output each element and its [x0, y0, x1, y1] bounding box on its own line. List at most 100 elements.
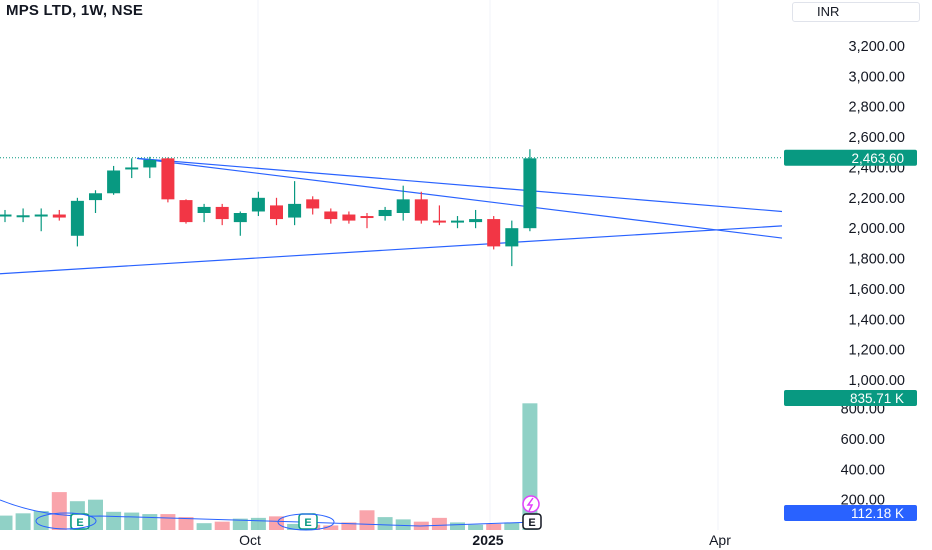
candle-body — [505, 228, 519, 247]
candle-body — [161, 158, 175, 200]
candle-body — [342, 214, 356, 221]
volume-bar — [0, 515, 13, 530]
axis-badges: 2,463.60 835.71 K 112.18 K — [784, 149, 917, 521]
volume-bar — [341, 522, 357, 530]
volume-tick-label: 200.00 — [841, 493, 885, 509]
price-axis[interactable]: 3,200.003,000.002,800.002,600.002,400.00… — [849, 39, 905, 389]
candle-body — [378, 209, 392, 217]
price-tick-label: 1,800.00 — [849, 252, 905, 268]
volume-bar — [142, 514, 158, 530]
volume-bar — [287, 523, 303, 530]
candle-body — [414, 199, 428, 221]
price-tick-label: 3,200.00 — [849, 39, 905, 55]
last-price-badge-bg — [784, 149, 917, 166]
volume-bar — [450, 522, 465, 530]
candle-body — [523, 158, 537, 229]
marker-highlight-oval — [35, 512, 97, 530]
candle-body — [469, 219, 483, 223]
price-tick-label: 2,200.00 — [849, 191, 905, 207]
volume-bar — [323, 525, 339, 530]
price-tick-label: 2,800.00 — [849, 100, 905, 116]
volume-bar — [232, 518, 248, 530]
volume-bar — [250, 517, 266, 530]
candle-body — [52, 214, 66, 218]
time-tick-label: 2025 — [472, 532, 503, 548]
volume-bar — [486, 523, 502, 530]
volume-bar — [15, 513, 31, 530]
volume-bar — [196, 523, 212, 530]
last-price-badge: 2,463.60 — [851, 151, 904, 166]
candle-body — [16, 215, 30, 218]
price-tick-label: 1,400.00 — [849, 312, 905, 328]
volume-bar — [359, 510, 375, 530]
candle-body — [251, 197, 265, 212]
time-axis[interactable]: Oct 2025 Apr — [239, 532, 731, 548]
split-icon-circle — [522, 495, 540, 513]
candle-body — [324, 211, 338, 220]
volume-bar — [431, 517, 447, 530]
trend-line — [136, 157, 783, 213]
earnings-marker-label: E — [304, 517, 311, 529]
time-tick-label: Apr — [709, 532, 731, 548]
grid-lines — [257, 0, 719, 530]
candlesticks — [0, 149, 537, 267]
trend-lines[interactable] — [0, 157, 783, 275]
volume-ma-badge-bg — [784, 505, 917, 521]
volume-bar — [269, 516, 284, 530]
candle-body — [197, 206, 211, 213]
candle-body — [451, 220, 464, 223]
volume-tick-label: 400.00 — [841, 462, 885, 478]
trend-line — [136, 157, 783, 239]
split-icon-bolt — [526, 497, 534, 512]
marker-highlight-oval — [277, 513, 335, 531]
candle-body — [0, 214, 12, 217]
candle-body — [432, 220, 446, 223]
volume-bar — [51, 492, 67, 530]
earnings-marker[interactable]: E — [522, 513, 542, 530]
last-volume-badge: 835.71 K — [850, 391, 904, 406]
volume-bar — [88, 499, 103, 530]
candle-body — [179, 200, 193, 223]
price-tick-label: 1,000.00 — [849, 373, 905, 389]
candle-body — [487, 219, 501, 247]
earnings-marker-label: E — [76, 517, 83, 529]
volume-bar — [395, 519, 411, 530]
price-tick-label: 3,000.00 — [849, 69, 905, 85]
volume-bar — [106, 511, 122, 530]
earnings-marker[interactable]: E — [298, 513, 318, 530]
volume-bar — [504, 522, 520, 530]
candle-body — [396, 199, 410, 213]
candle-body — [215, 206, 229, 220]
price-tick-label: 1,600.00 — [849, 282, 905, 298]
volume-bar — [160, 514, 176, 530]
candle-body — [34, 214, 48, 217]
volume-bars — [0, 403, 538, 530]
volume-ma-badge: 112.18 K — [851, 506, 904, 521]
candle-body — [125, 167, 139, 170]
volume-bar — [468, 524, 484, 530]
volume-ma-line — [0, 499, 536, 527]
candle-body — [270, 205, 283, 220]
candle-body — [306, 199, 320, 209]
volume-bar — [178, 517, 194, 530]
currency-selector[interactable]: INR — [792, 2, 920, 22]
volume-bar — [377, 517, 393, 530]
candle-body — [70, 200, 84, 236]
split-icon[interactable] — [522, 495, 540, 513]
candle-body — [107, 170, 121, 194]
volume-bar — [214, 521, 230, 530]
candle-body — [360, 216, 374, 219]
volume-bar — [124, 512, 140, 530]
last-volume-badge-bg — [784, 390, 917, 406]
volume-ma-path — [0, 499, 536, 527]
price-tick-label: 1,200.00 — [849, 343, 905, 359]
earnings-marker-box — [522, 513, 542, 530]
candle-body — [89, 193, 102, 201]
price-tick-label: 2,000.00 — [849, 221, 905, 237]
volume-tick-label: 600.00 — [841, 432, 885, 448]
candle-body — [288, 203, 302, 218]
earnings-marker-label: E — [528, 517, 535, 529]
